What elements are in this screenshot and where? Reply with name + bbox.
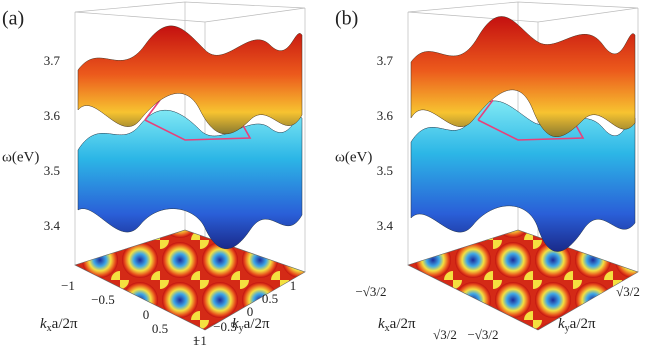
axis-symbol: k bbox=[232, 316, 239, 332]
panel: (a)ω(eV)3.73.63.53.4−1−0.500.5110.50−0.5… bbox=[2, 1, 306, 348]
panel-label: (a) bbox=[2, 8, 24, 30]
axis-unit: a/2π bbox=[244, 316, 270, 332]
x-tick-label: 1 bbox=[193, 333, 200, 348]
dirac-path bbox=[144, 99, 252, 141]
axis-unit: a/2π bbox=[52, 316, 78, 332]
axis-symbol: k bbox=[378, 316, 385, 332]
z-tick-label: 3.4 bbox=[44, 218, 61, 233]
axis-symbol: k bbox=[40, 316, 47, 332]
floor-map bbox=[407, 229, 639, 331]
upper-band-surface bbox=[77, 25, 303, 135]
z-tick-label: 3.5 bbox=[44, 163, 60, 178]
axis-unit: a/2π bbox=[570, 316, 596, 332]
axis-subscript: x bbox=[385, 323, 390, 334]
x-axis-label: kxa/2π bbox=[378, 316, 416, 334]
floor-map bbox=[74, 229, 306, 331]
z-tick-label: 3.7 bbox=[377, 53, 394, 68]
y-axis-label: kya/2π bbox=[558, 316, 596, 334]
z-axis-label: ω(eV) bbox=[335, 149, 372, 165]
x-tick-label: 0 bbox=[143, 307, 150, 322]
y-tick-label: 0.5 bbox=[262, 291, 278, 306]
axis-unit: a/2π bbox=[390, 316, 416, 332]
x-axis-label: kxa/2π bbox=[40, 316, 78, 334]
z-tick-label: 3.5 bbox=[377, 163, 393, 178]
z-tick-label: 3.7 bbox=[44, 53, 61, 68]
y-axis-label: kya/2π bbox=[232, 316, 270, 334]
lower-band-surface bbox=[410, 100, 636, 252]
z-tick-label: 3.6 bbox=[377, 108, 394, 123]
axis-subscript: y bbox=[239, 323, 244, 334]
y-tick-label: 0 bbox=[247, 304, 254, 319]
axis-symbol: k bbox=[558, 316, 565, 332]
x-tick-label: √3/2 bbox=[433, 327, 457, 342]
y-tick-label: √3/2 bbox=[616, 284, 640, 299]
z-tick-label: 3.6 bbox=[44, 108, 61, 123]
x-tick-label: −1 bbox=[61, 278, 75, 293]
y-tick-label: −0.5 bbox=[213, 319, 237, 334]
panel: (b)ω(eV)3.73.63.53.4−√3/2√3/2√3/2−√3/2kx… bbox=[335, 1, 640, 342]
y-tick-label: −1 bbox=[193, 333, 207, 348]
axis-subscript: x bbox=[47, 323, 52, 334]
z-tick-label: 3.4 bbox=[377, 218, 394, 233]
panel-label: (b) bbox=[335, 8, 358, 30]
upper-band-surface bbox=[410, 16, 636, 137]
z-axis-label: ω(eV) bbox=[2, 149, 39, 165]
x-tick-label: −√3/2 bbox=[355, 284, 386, 299]
dirac-path bbox=[477, 99, 585, 141]
y-tick-label: 1 bbox=[290, 278, 297, 293]
y-tick-label: −√3/2 bbox=[467, 327, 498, 342]
x-tick-label: −0.5 bbox=[91, 292, 115, 307]
x-tick-label: 0.5 bbox=[152, 321, 168, 336]
axis-subscript: y bbox=[565, 323, 570, 334]
lower-band-surface bbox=[77, 109, 303, 249]
